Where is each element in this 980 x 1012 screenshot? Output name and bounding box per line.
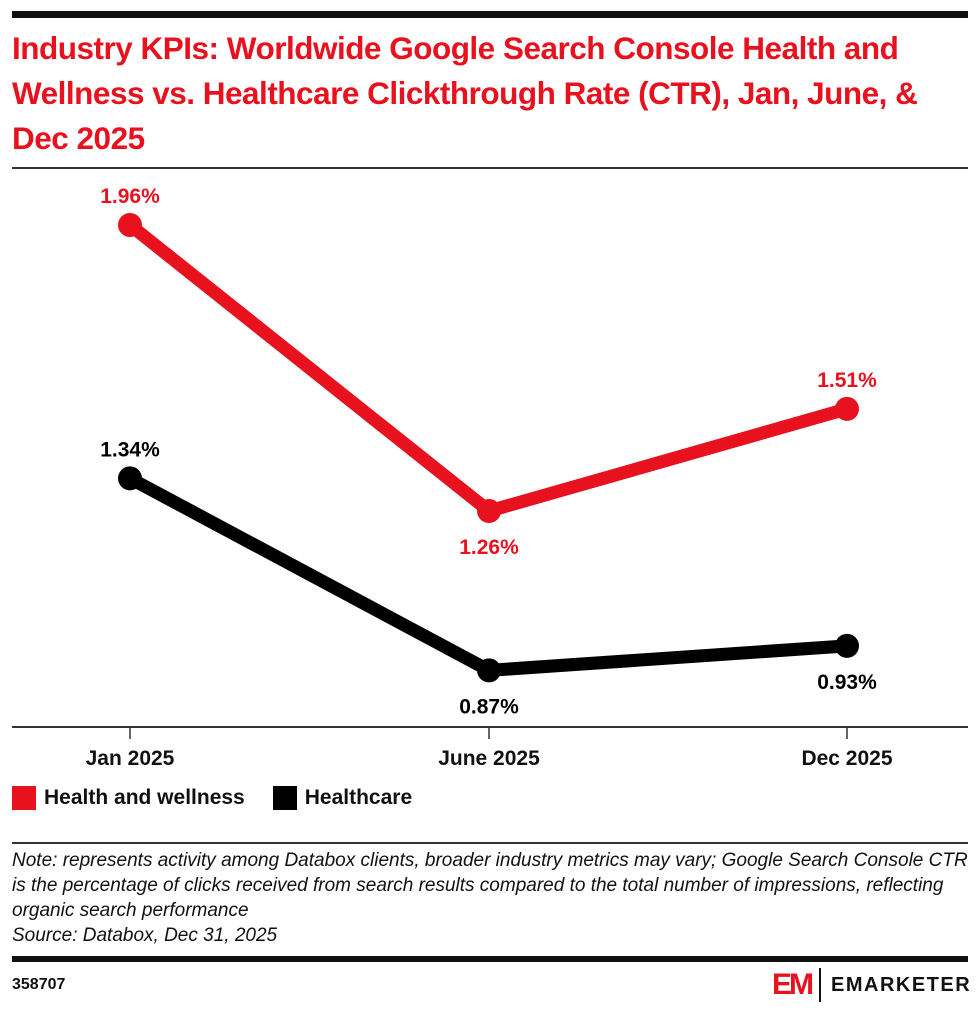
legend: Health and wellness Healthcare [12, 786, 440, 810]
data-point-health-and-wellness [477, 499, 501, 524]
data-point-health-and-wellness [118, 213, 142, 237]
bottom-rule [12, 956, 968, 962]
data-label-healthcare: 1.34% [100, 438, 160, 461]
emarketer-logo: EM EMARKETER [772, 968, 971, 1002]
legend-item-healthcare: Healthcare [272, 786, 413, 810]
data-point-healthcare [118, 466, 142, 491]
footnote: Note: represents activity among Databox … [12, 848, 972, 948]
legend-label: Health and wellness [44, 786, 245, 809]
top-rule [12, 11, 968, 18]
data-label-healthcare: 0.87% [459, 695, 519, 718]
legend-swatch-health-and-wellness [12, 786, 36, 810]
line-chart: Jan 2025 June 2025 Dec 2025 1.96% 1.26% 1.51… [12, 185, 968, 770]
source-text: Source: Databox, Dec 31, 2025 [12, 925, 278, 946]
note-divider [12, 842, 968, 844]
chart-id: 358707 [12, 976, 66, 993]
x-tick-label: June 2025 [438, 747, 540, 770]
x-tick-label: Jan 2025 [86, 747, 175, 770]
x-tick-label: Dec 2025 [801, 747, 892, 770]
data-label-health-and-wellness: 1.96% [100, 185, 160, 208]
legend-item-health-and-wellness: Health and wellness [12, 786, 245, 810]
title-divider [12, 167, 968, 169]
data-point-healthcare [835, 633, 859, 658]
data-label-health-and-wellness: 1.26% [459, 536, 519, 559]
logo-separator [819, 968, 821, 1002]
data-label-healthcare: 0.93% [817, 671, 877, 694]
legend-swatch-healthcare [272, 786, 297, 810]
data-label-health-and-wellness: 1.51% [817, 369, 877, 392]
series-line-health-and-wellness [125, 219, 849, 518]
chart-title: Industry KPIs: Worldwide Google Search C… [12, 30, 918, 156]
brand-name: EMARKETER [831, 973, 972, 996]
data-point-health-and-wellness [835, 396, 859, 421]
note-text: Note: represents activity among Databox … [12, 850, 968, 921]
data-point-healthcare [477, 658, 501, 683]
legend-label: Healthcare [304, 786, 413, 809]
logo-mark-icon: EM [772, 968, 814, 1001]
